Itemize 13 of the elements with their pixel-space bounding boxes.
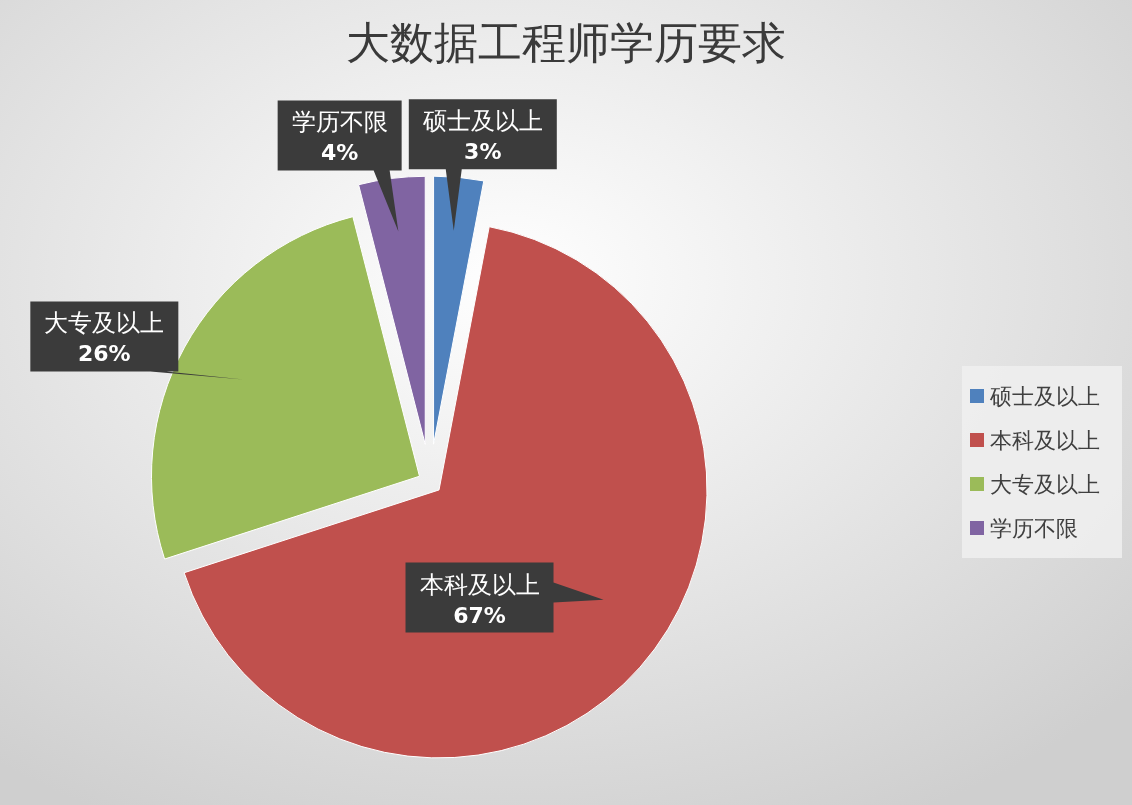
data-label: 67% [453,602,506,628]
slice-label: 大专及以上 [44,309,165,338]
slice-label: 本科及以上 [419,570,540,599]
legend-label: 大专及以上 [990,472,1100,497]
slice-label: 硕士及以上 [421,107,543,136]
legend-label: 硕士及以上 [989,384,1100,409]
data-label: 3% [464,139,502,165]
data-label: 26% [78,341,131,367]
category-label: 本科及以上 [990,428,1100,453]
legend-label: 学历不限 [990,516,1078,541]
data-label: 4% [320,140,359,166]
slice-label: 学历不限 [291,108,388,137]
chart-title: 大数据工程师学历要求 [346,17,786,68]
